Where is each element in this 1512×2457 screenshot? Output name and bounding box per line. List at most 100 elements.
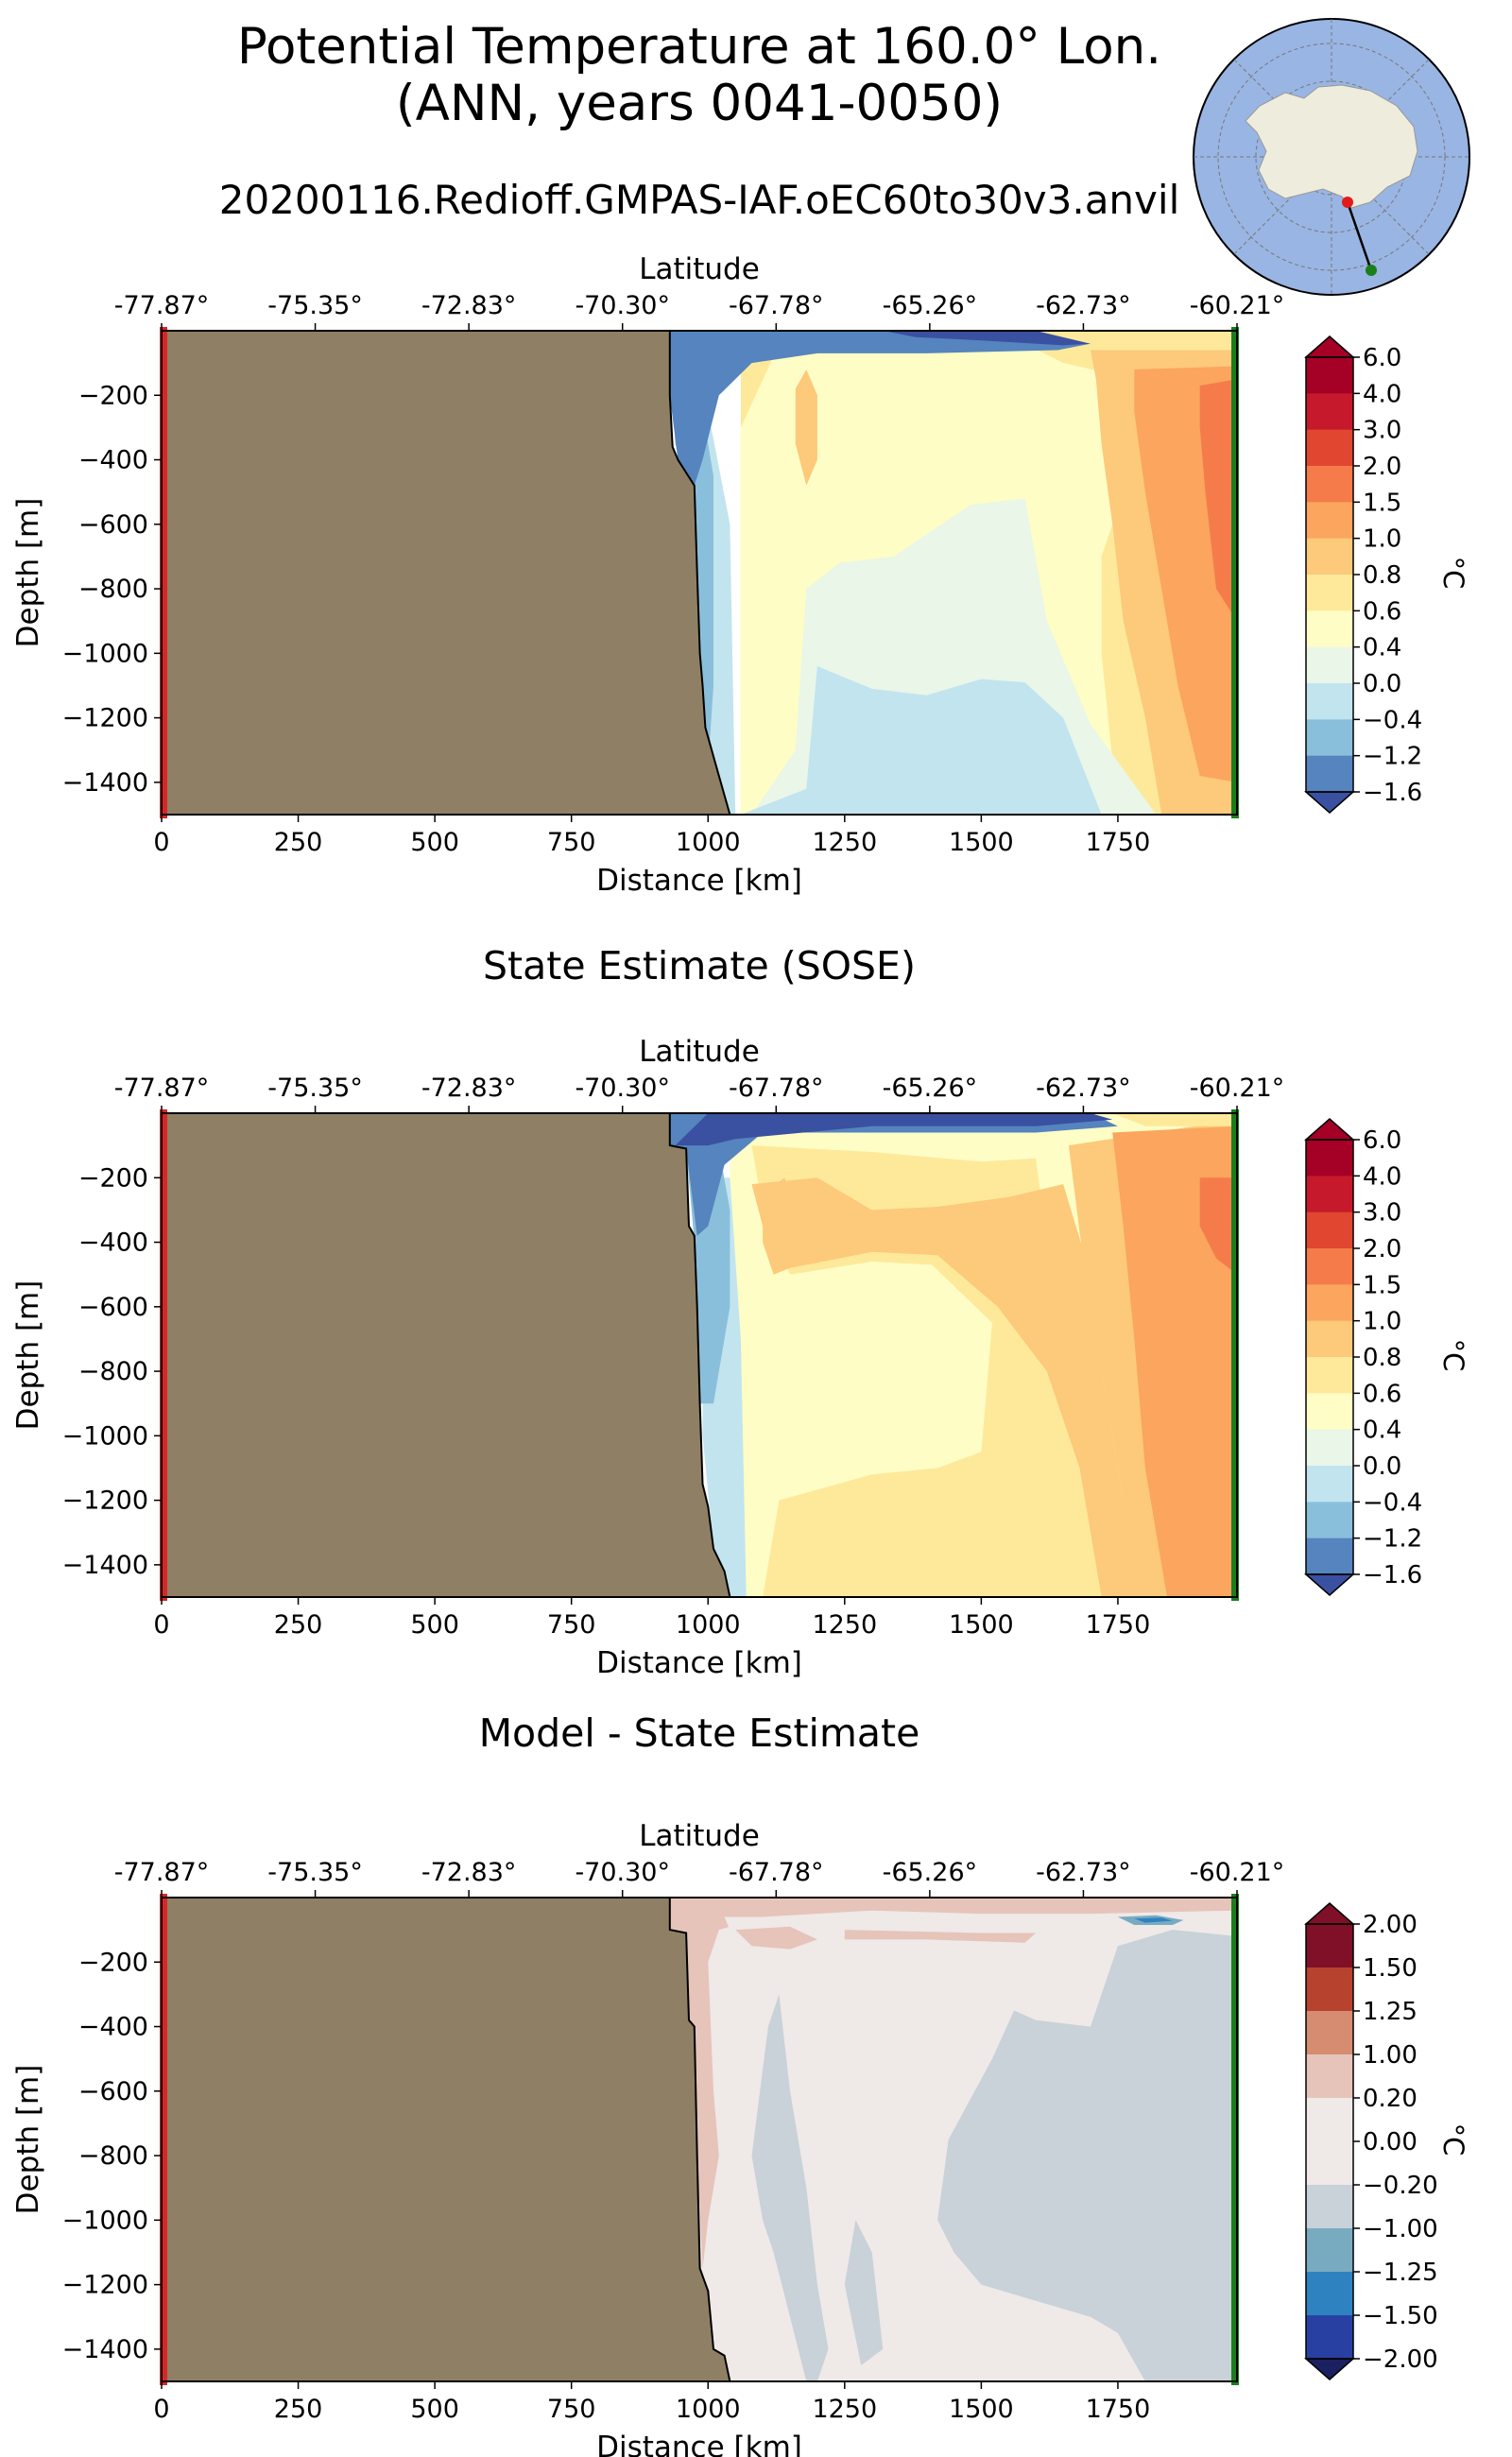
lat-tick-label: -70.30° — [575, 1858, 670, 1887]
colorbar-tick-label: 1.00 — [1363, 2041, 1418, 2070]
colorbar-tick-label: 6.0 — [1363, 1126, 1401, 1155]
x-tick-label: 1250 — [812, 828, 877, 857]
contour-region-4 — [1112, 1125, 1237, 1597]
y-tick-label: −200 — [78, 381, 148, 410]
colorbar-segment — [1306, 357, 1353, 394]
colorbar-segment — [1306, 719, 1353, 757]
colorbar-tick-label: −2.00 — [1363, 2345, 1438, 2374]
y-tick-label: −600 — [78, 1293, 148, 1322]
colorbar-tick-label: 6.0 — [1363, 344, 1401, 372]
panel3-title: Model - State Estimate — [478, 1710, 920, 1756]
x-tick-label: 1750 — [1086, 1610, 1151, 1640]
colorbar-segment — [1306, 2011, 1353, 2055]
y-tick-label: −600 — [78, 2077, 148, 2106]
colorbar-extend-min — [1304, 791, 1355, 814]
lat-tick-label: -75.35° — [267, 291, 363, 320]
colorbar-tick-label: −1.2 — [1363, 1525, 1422, 1554]
contour-region-8 — [937, 1930, 1237, 2381]
y-tick-label: −1200 — [62, 2271, 148, 2300]
y-tick-label: −200 — [78, 1163, 148, 1193]
x-tick-label: 1000 — [676, 828, 741, 857]
x-tick-label: 1750 — [1086, 2395, 1151, 2424]
x-tick-label: 500 — [410, 1610, 459, 1640]
y-tick-label: −1200 — [62, 1486, 148, 1516]
colorbar-segment — [1306, 2098, 1353, 2142]
colorbar-segment — [1306, 1466, 1353, 1503]
colorbar-tick-label: 2.00 — [1363, 1911, 1418, 1939]
y-axis-label: Depth [m] — [11, 1280, 45, 1431]
contour-region-2 — [751, 1177, 1145, 1597]
lat-tick-label: -62.73° — [1036, 291, 1131, 320]
colorbar-tick-label: −0.20 — [1363, 2172, 1438, 2200]
lat-tick-label: -77.87° — [114, 1074, 210, 1103]
colorbar-tick-label: 4.0 — [1363, 380, 1401, 408]
lat-tick-label: -67.78° — [729, 1858, 824, 1887]
colorbar-tick-label: −1.25 — [1363, 2259, 1438, 2287]
lat-tick-label: -70.30° — [575, 1074, 670, 1103]
x-tick-label: 500 — [410, 2395, 459, 2424]
x-tick-label: 0 — [153, 2395, 169, 2424]
colorbar-segment — [1306, 1967, 1353, 2012]
y-tick-label: −200 — [78, 1948, 148, 1977]
x-axis-label: Distance [km] — [596, 1646, 802, 1680]
colorbar-tick-label: 0.00 — [1363, 2128, 1418, 2156]
lat-tick-label: -65.26° — [883, 1858, 978, 1887]
land-boundary-line — [668, 1113, 731, 1597]
x-tick-label: 1250 — [812, 2395, 877, 2424]
colorbar-extend-min — [1304, 1573, 1355, 1596]
top-axis-label: Latitude — [639, 252, 760, 286]
colorbar-tick-label: 0.20 — [1363, 2085, 1418, 2113]
contour-region-5 — [1199, 1177, 1237, 1275]
colorbar-tick-label: 1.50 — [1363, 1954, 1418, 1983]
x-tick-label: 0 — [153, 1610, 169, 1640]
panel-2: 0 250 500 750 1000 1250 1500 1750 Distance [km] -… — [11, 1035, 1469, 1680]
x-tick-label: 250 — [274, 1610, 323, 1640]
colorbar-tick-label: −1.2 — [1363, 743, 1422, 771]
colorbar-extend-min — [1304, 2358, 1355, 2380]
land-mask — [162, 331, 730, 815]
lat-tick-label: -72.83° — [421, 1074, 517, 1103]
contour-region-11 — [883, 331, 1091, 346]
lat-tick-label: -77.87° — [114, 291, 210, 320]
colorbar-segment — [1306, 610, 1353, 648]
colorbar-segment — [1306, 1357, 1353, 1394]
lat-tick-label: -60.21° — [1190, 1074, 1285, 1103]
y-tick-label: −400 — [78, 446, 148, 475]
axes-frame — [161, 1897, 1238, 2382]
colorbar-tick-label: −1.00 — [1363, 2215, 1438, 2243]
x-tick-label: 1000 — [676, 2395, 741, 2424]
colorbar-tick-label: 0.0 — [1363, 1452, 1401, 1481]
lat-tick-label: -67.78° — [729, 1074, 824, 1103]
contour-region-7 — [795, 369, 817, 486]
lat-tick-label: -65.26° — [883, 291, 978, 320]
colorbar-tick-label: 1.0 — [1363, 525, 1401, 554]
x-tick-label: 1500 — [949, 1610, 1014, 1640]
plot-area — [162, 331, 1237, 815]
colorbar-segment — [1306, 1429, 1353, 1467]
panel-3: 0 250 500 750 1000 1250 1500 1750 Distance [km] -… — [11, 1819, 1469, 2457]
colorbar-segment — [1306, 755, 1353, 793]
lat-tick-label: -72.83° — [421, 291, 517, 320]
colorbar-segment — [1306, 1320, 1353, 1358]
colorbar-label: °C — [1437, 557, 1469, 590]
lat-tick-label: -72.83° — [421, 1858, 517, 1887]
lat-tick-label: -70.30° — [575, 291, 670, 320]
y-tick-label: −1000 — [62, 2206, 148, 2235]
y-axis-label: Depth [m] — [11, 498, 45, 648]
y-tick-label: −1000 — [62, 639, 148, 668]
colorbar-segment — [1306, 1176, 1353, 1213]
page-title: Potential Temperature at 160.0° Lon. — [236, 18, 1162, 76]
lat-tick-label: -77.87° — [114, 1858, 210, 1887]
colorbar-tick-label: 0.6 — [1363, 1380, 1401, 1408]
x-tick-label: 1500 — [949, 2395, 1014, 2424]
y-tick-label: −400 — [78, 2013, 148, 2042]
x-tick-label: 750 — [547, 828, 596, 857]
top-axis-label: Latitude — [639, 1035, 760, 1069]
x-tick-label: 1250 — [812, 1610, 877, 1640]
colorbar-tick-label: 1.5 — [1363, 489, 1401, 517]
x-tick-label: 500 — [410, 828, 459, 857]
colorbar-tick-label: 3.0 — [1363, 417, 1401, 445]
y-tick-label: −1000 — [62, 1421, 148, 1451]
lat-tick-label: -65.26° — [883, 1074, 978, 1103]
colorbar-segment — [1306, 2054, 1353, 2099]
